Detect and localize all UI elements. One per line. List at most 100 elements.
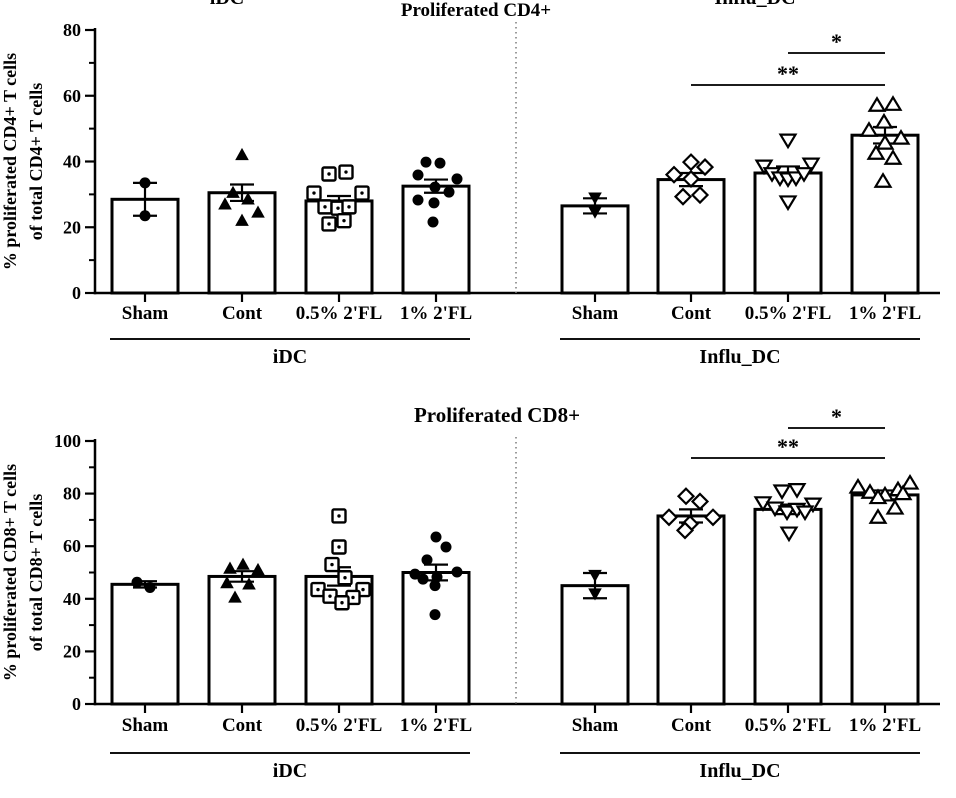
data-point bbox=[417, 573, 429, 585]
open-triangle-down-marker bbox=[772, 484, 792, 501]
filled-triangle-up-marker bbox=[235, 147, 249, 161]
category-label: 1% 2'FL bbox=[849, 303, 921, 324]
category-label: Sham bbox=[572, 715, 619, 736]
open-triangle-up-marker bbox=[867, 96, 887, 112]
data-point bbox=[873, 172, 893, 188]
open-triangle-down-marker bbox=[778, 133, 798, 150]
data-point bbox=[676, 487, 696, 506]
data-point bbox=[690, 492, 710, 511]
data-point bbox=[427, 216, 439, 228]
filled-triangle-up-marker bbox=[251, 562, 265, 576]
data-point bbox=[772, 484, 792, 501]
y-tick-label: 80 bbox=[63, 484, 81, 504]
open-diamond-marker bbox=[675, 521, 695, 540]
y-tick-label: 0 bbox=[72, 283, 81, 303]
filled-circle-marker bbox=[409, 568, 421, 580]
filled-circle-marker bbox=[412, 194, 424, 206]
group-label: iDC bbox=[273, 346, 307, 368]
square-center-dot bbox=[323, 205, 327, 209]
category-label: 0.5% 2'FL bbox=[296, 715, 383, 736]
category-label: Sham bbox=[122, 303, 169, 324]
filled-triangle-up-marker bbox=[242, 577, 256, 590]
filled-circle-marker bbox=[430, 531, 442, 543]
panel-cd8: Proliferated CD8+ % proliferated CD8+ T c… bbox=[0, 403, 940, 782]
data-point bbox=[354, 185, 370, 201]
filled-triangle-down-marker bbox=[588, 206, 602, 219]
data-point bbox=[235, 147, 249, 161]
data-point bbox=[675, 521, 695, 540]
data-point bbox=[588, 588, 602, 601]
category-label: Cont bbox=[222, 303, 263, 324]
bar bbox=[207, 574, 277, 706]
data-point bbox=[430, 531, 442, 543]
open-triangle-up-marker bbox=[883, 149, 903, 165]
bar bbox=[753, 171, 823, 295]
data-point bbox=[144, 581, 156, 593]
data-point bbox=[891, 129, 911, 145]
open-triangle-down-marker bbox=[803, 497, 823, 514]
panel-cd4: iDC Influ_DC Proliferated CD4+ % proliferat… bbox=[0, 0, 940, 368]
square-center-dot bbox=[327, 172, 331, 176]
data-point bbox=[867, 96, 887, 112]
data-point bbox=[429, 580, 441, 592]
square-center-dot bbox=[336, 206, 340, 210]
data-point bbox=[331, 508, 347, 524]
bar bbox=[656, 514, 726, 706]
filled-circle-marker bbox=[144, 581, 156, 593]
data-point bbox=[139, 177, 151, 189]
open-triangle-down-marker bbox=[779, 526, 799, 543]
open-diamond-marker bbox=[695, 158, 715, 177]
open-diamond-marker bbox=[681, 153, 701, 172]
data-point bbox=[421, 554, 433, 566]
data-point bbox=[440, 541, 452, 553]
data-point bbox=[429, 609, 441, 621]
square-center-dot bbox=[360, 191, 364, 195]
square-center-dot bbox=[316, 587, 320, 592]
data-point bbox=[241, 192, 255, 205]
bar-group-influ_dc: Sham Cont 0.5% 2'FL 1% 2'FL Influ_DC bbox=[560, 473, 921, 782]
y-tick-label: 40 bbox=[63, 152, 81, 172]
group-label: iDC bbox=[273, 760, 307, 782]
data-point bbox=[754, 159, 774, 176]
data-point bbox=[321, 216, 337, 232]
category-label: 1% 2'FL bbox=[849, 715, 921, 736]
data-point bbox=[673, 187, 693, 206]
filled-triangle-down-marker bbox=[588, 192, 602, 205]
data-point bbox=[874, 112, 894, 129]
data-point bbox=[703, 508, 723, 527]
filled-triangle-up-marker bbox=[251, 205, 265, 218]
cropped-group-label: iDC bbox=[210, 0, 244, 9]
filled-triangle-up-marker bbox=[220, 576, 234, 589]
square-center-dot bbox=[330, 562, 334, 567]
filled-triangle-up-marker bbox=[228, 590, 242, 603]
filled-circle-marker bbox=[427, 216, 439, 228]
data-point bbox=[251, 205, 265, 218]
y-tick-label: 100 bbox=[54, 431, 81, 451]
data-point bbox=[848, 477, 868, 494]
square-center-dot bbox=[340, 601, 344, 605]
data-point bbox=[588, 192, 602, 205]
bar bbox=[110, 582, 180, 706]
filled-circle-marker bbox=[429, 609, 441, 621]
open-diamond-marker bbox=[659, 508, 679, 527]
data-point bbox=[337, 570, 353, 586]
data-point bbox=[236, 557, 250, 570]
data-point bbox=[893, 484, 913, 501]
data-point bbox=[803, 497, 823, 514]
open-triangle-down-marker bbox=[753, 496, 773, 512]
filled-triangle-up-marker bbox=[223, 561, 237, 574]
data-point bbox=[664, 165, 684, 184]
data-point bbox=[131, 576, 143, 588]
bar-group-idc: Sham Cont 0.5% 2'FL 1% 2'FL iDC bbox=[110, 508, 472, 782]
filled-circle-marker bbox=[417, 573, 429, 585]
data-point bbox=[306, 185, 322, 201]
data-point bbox=[336, 212, 352, 229]
data-point bbox=[778, 133, 798, 150]
data-point bbox=[428, 197, 440, 209]
data-point bbox=[451, 566, 463, 578]
group-label: Influ_DC bbox=[699, 346, 780, 368]
open-triangle-up-marker bbox=[883, 95, 903, 111]
open-triangle-up-marker bbox=[885, 498, 905, 515]
data-point bbox=[412, 169, 424, 181]
